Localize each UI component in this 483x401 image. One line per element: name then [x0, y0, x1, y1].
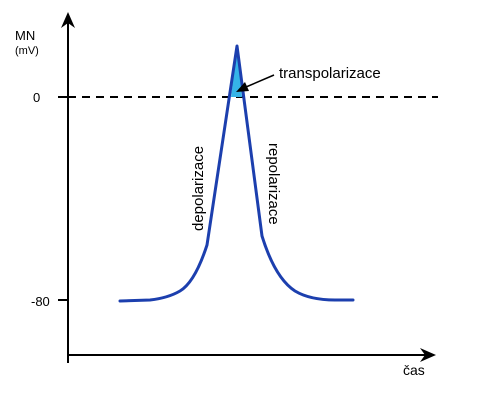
repolarization-label: repolarizace: [265, 143, 282, 225]
y-axis-title: MN: [15, 28, 36, 43]
action-potential-curve: [118, 44, 355, 303]
transpolarization-label: transpolarizace: [279, 65, 381, 82]
tick-label-zero: 0: [33, 90, 41, 105]
depolarization-label: depolarizace: [190, 145, 207, 231]
x-axis-title: čas: [403, 362, 425, 378]
y-axis-arrowhead: [61, 12, 75, 28]
transpolarization-pointer-line: [245, 74, 275, 88]
x-axis-arrowhead: [420, 348, 436, 362]
transpolarization-pointer-arrowhead: [236, 82, 249, 92]
tick-label-rest: -80: [31, 294, 50, 309]
overshoot-fill: [231, 46, 242, 97]
y-axis-unit: (mV): [15, 45, 39, 57]
